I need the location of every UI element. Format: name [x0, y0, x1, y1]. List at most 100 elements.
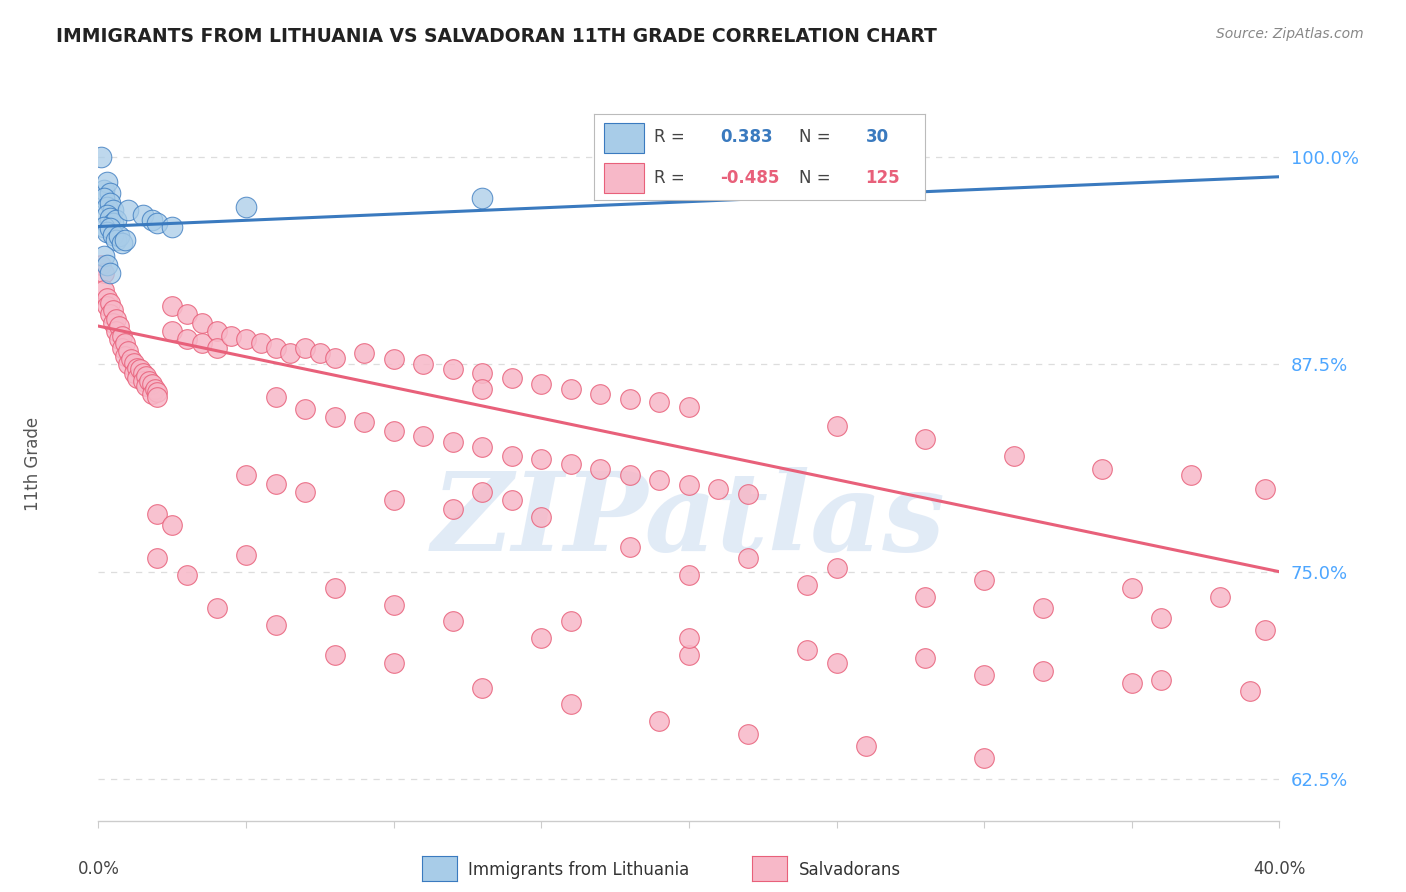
Point	[120, 352, 142, 367]
Point	[294, 485, 316, 500]
Point	[93, 249, 115, 263]
Point	[648, 474, 671, 488]
Point	[855, 739, 877, 753]
Point	[122, 356, 145, 370]
Point	[264, 391, 287, 405]
Point	[235, 332, 257, 346]
Bar	[605, 123, 644, 153]
Point	[589, 387, 612, 401]
Point	[825, 418, 848, 433]
Point	[530, 510, 553, 524]
Point	[96, 208, 118, 222]
Point	[278, 345, 302, 359]
Point	[108, 319, 131, 334]
Point	[128, 362, 150, 376]
Point	[560, 698, 582, 712]
Point	[264, 341, 287, 355]
Point	[309, 345, 332, 359]
Point	[98, 196, 121, 211]
Point	[191, 316, 214, 330]
Point	[235, 468, 257, 483]
Point	[1121, 676, 1143, 690]
Point	[98, 221, 121, 235]
Point	[132, 208, 155, 222]
Point	[146, 551, 169, 566]
Point	[205, 324, 228, 338]
Point	[382, 424, 405, 438]
Point	[353, 345, 375, 359]
Point	[471, 191, 494, 205]
Point	[471, 382, 494, 396]
Point	[412, 428, 434, 442]
Point	[501, 493, 523, 508]
Point	[96, 299, 118, 313]
Text: R =: R =	[654, 128, 690, 146]
Point	[530, 631, 553, 645]
Point	[108, 229, 131, 244]
Point	[146, 385, 169, 400]
Point	[143, 382, 166, 396]
Point	[323, 582, 346, 596]
Point	[191, 335, 214, 350]
Point	[111, 236, 134, 251]
Point	[93, 219, 115, 234]
Point	[589, 462, 612, 476]
Point	[96, 258, 118, 272]
Point	[138, 374, 160, 388]
Point	[737, 551, 759, 566]
Point	[176, 568, 198, 582]
Text: IMMIGRANTS FROM LITHUANIA VS SALVADORAN 11TH GRADE CORRELATION CHART: IMMIGRANTS FROM LITHUANIA VS SALVADORAN …	[56, 27, 938, 45]
Point	[146, 391, 169, 405]
Point	[796, 642, 818, 657]
Point	[382, 656, 405, 670]
Point	[1180, 468, 1202, 483]
Point	[98, 266, 121, 280]
Point	[471, 366, 494, 380]
Point	[382, 493, 405, 508]
Point	[441, 615, 464, 629]
Point	[678, 648, 700, 662]
Point	[205, 601, 228, 615]
Point	[501, 449, 523, 463]
Bar	[605, 163, 644, 193]
Point	[162, 219, 183, 234]
Point	[176, 308, 198, 322]
Point	[1209, 590, 1232, 604]
Point	[737, 486, 759, 500]
Point	[1032, 601, 1054, 615]
Point	[560, 615, 582, 629]
Point	[471, 440, 494, 454]
Point	[323, 410, 346, 425]
Point	[90, 258, 112, 272]
Point	[146, 507, 169, 521]
Point	[96, 200, 118, 214]
Point	[117, 343, 139, 358]
Point	[132, 374, 155, 388]
Point	[441, 501, 464, 516]
Point	[825, 656, 848, 670]
Point	[96, 225, 118, 239]
Point	[973, 573, 995, 587]
Point	[353, 415, 375, 429]
Point	[141, 387, 163, 401]
Text: 30: 30	[866, 128, 889, 146]
Point	[560, 457, 582, 471]
Point	[1239, 684, 1261, 698]
Point	[1254, 482, 1277, 496]
Text: ZIPatlas: ZIPatlas	[432, 467, 946, 574]
Point	[146, 216, 169, 230]
Text: R =: R =	[654, 169, 690, 186]
Point	[323, 351, 346, 365]
Point	[1121, 582, 1143, 596]
Point	[1091, 462, 1114, 476]
Point	[441, 362, 464, 376]
Point	[122, 366, 145, 380]
Point	[1150, 673, 1173, 687]
Point	[678, 568, 700, 582]
Point	[382, 352, 405, 367]
Point	[93, 266, 115, 280]
Point	[111, 341, 134, 355]
Point	[98, 308, 121, 322]
Point	[973, 750, 995, 764]
Text: 11th Grade: 11th Grade	[24, 417, 42, 511]
